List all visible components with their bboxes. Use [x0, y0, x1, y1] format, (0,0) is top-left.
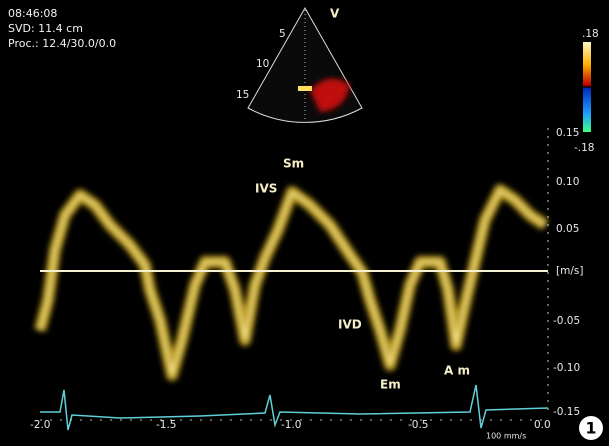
velocity-tick: 0.05: [556, 223, 579, 235]
time-tick: -0.5: [408, 419, 429, 431]
annotation: A m: [444, 364, 470, 378]
ultrasound-screen: 08:46:08 SVD: 11.4 cm Proc.: 12.4/30.0/0…: [0, 0, 609, 446]
time-tick: -1.5: [156, 419, 177, 431]
panel-number: 1: [585, 419, 596, 438]
time-tick: -1.0: [281, 419, 302, 431]
color-bar: [583, 42, 591, 132]
time: 08:46:08: [8, 7, 57, 20]
velocity-tick: -0.10: [553, 362, 580, 374]
color-bottom: -.18: [574, 142, 595, 154]
depth: 10: [256, 58, 269, 70]
velocity-tick: 0.10: [556, 176, 579, 188]
proc: Proc.: 12.4/30.0/0.0: [8, 37, 116, 50]
annotation: Em: [380, 378, 401, 392]
annotation: IVS: [255, 182, 277, 196]
depth: 15: [236, 89, 249, 101]
mode: V: [330, 7, 340, 21]
velocity-tick: -0.05: [553, 315, 580, 327]
velocity-tick: 0.15: [556, 127, 579, 139]
annotation: IVD: [338, 318, 362, 332]
sweep-speed: 100 mm/s: [486, 432, 526, 441]
depth: 5: [279, 28, 286, 40]
sample-gate: [298, 86, 312, 91]
time-tick: 0.0: [534, 419, 551, 431]
velocity-unit: [m/s]: [556, 265, 583, 277]
time-tick: -2.0: [30, 419, 51, 431]
color-top: .18: [582, 28, 599, 40]
annotation: Sm: [283, 157, 304, 171]
svd: SVD: 11.4 cm: [8, 22, 83, 35]
velocity-tick: -0.15: [553, 406, 580, 418]
